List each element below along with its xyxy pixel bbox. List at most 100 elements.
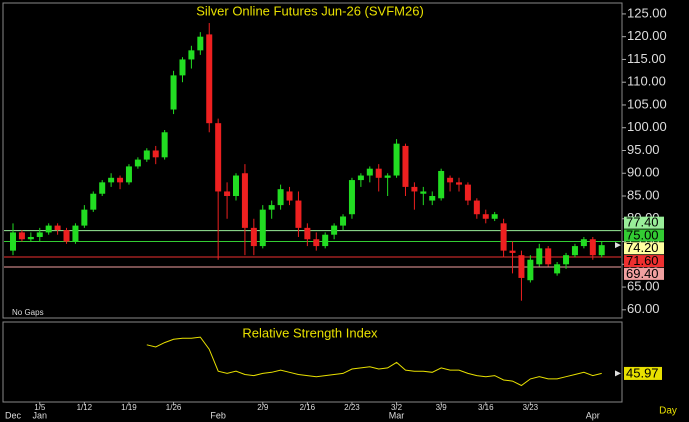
candle-body [527,259,534,281]
candle-body [99,182,106,194]
candle-body [509,250,516,253]
candle-body [366,168,373,176]
candle-body [340,216,347,226]
candle-body [250,227,257,247]
candle-body [134,159,141,167]
month-label: Apr [586,410,600,420]
month-label: Feb [210,410,226,420]
candle-body [491,214,498,219]
candle-body [580,239,587,247]
candle-body [161,132,168,158]
candle-body [108,177,115,183]
level-label-box [624,242,664,255]
candle-body [411,186,418,192]
level-label: 75.00 [626,227,659,242]
candle-body [313,239,320,247]
candle-body [473,200,480,215]
candle-body [447,177,454,183]
x-unit: Day [659,406,677,417]
rsi-line [146,336,602,387]
candle-body [45,225,52,233]
y-tick-label: 85.00 [627,187,660,202]
x-tick-label: 2/23 [344,403,360,412]
y-tick-label: 105.00 [627,96,667,111]
candle-body [438,170,445,199]
candle-body [286,191,293,201]
y-tick-label: 115.00 [627,51,666,66]
candle-body [125,166,132,183]
level-label: 69.40 [626,266,659,281]
candle-body [456,182,462,185]
x-tick-label: 3/9 [436,403,448,412]
candle-body [545,248,552,265]
y-tick-label: 90.00 [627,165,660,180]
candle-body [295,200,302,228]
candle-body [63,230,70,242]
candle-body [81,209,88,226]
x-tick-label: 3/16 [478,403,494,412]
candle-body [464,184,471,201]
candle-body [90,193,97,210]
month-label: Jan [33,410,48,420]
candle-body [348,180,355,215]
candle-body [375,168,382,178]
y-tick-label: 125.00 [627,5,667,20]
x-tick-label: 3/2 [391,403,403,412]
candle-body [197,36,204,51]
indicator-panel [2,321,623,403]
candle-body [233,175,239,197]
y-tick-label: 65.00 [627,278,660,293]
x-tick-label: 1/26 [166,403,182,412]
candle-body [143,150,150,160]
chart-title: Silver Online Futures Jun-26 (SVFM26) [196,3,424,18]
candle-body [304,227,311,240]
level-label-box [624,267,664,280]
candle-body [215,123,222,192]
candle-body [224,191,231,197]
x-tick-label: 1/19 [121,403,137,412]
level-label-box [624,216,664,229]
candle-body [598,245,605,256]
candle-body [536,248,543,265]
rsi-label: 45.97 [626,365,659,380]
candle-body [36,232,43,237]
level-label: 74.20 [626,240,659,255]
indicator-title: Relative Strength Index [242,325,378,340]
candle-body [331,225,338,235]
candle-body [10,232,16,251]
candle-body [429,196,436,201]
candle-body [72,225,79,242]
candle-body [357,175,364,181]
candle-body [27,236,34,240]
y-tick-label: 110.00 [627,74,666,89]
y-tick-label: 120.00 [627,28,667,43]
level-label: 77.40 [626,215,659,230]
level-label-box [624,255,664,268]
x-tick-label: 2/16 [300,403,316,412]
candle-body [241,173,248,228]
candle-body [500,223,507,251]
y-tick-label: 95.00 [627,142,660,157]
gap-note: No Gaps [12,308,44,317]
candle-body [589,239,596,256]
candle-body [322,234,329,247]
candle-body [482,214,489,219]
x-tick-label: 3/23 [523,403,539,412]
candle-body [152,150,159,158]
candle-body [170,75,177,110]
candle-body [393,143,400,176]
rsi-label-box [624,366,662,380]
y-tick-label: 100.00 [627,119,667,134]
candle-body [54,225,61,231]
last-arrow [615,242,621,249]
candle-body [268,205,275,210]
rsi-arrow [615,370,621,377]
candle-body [259,209,266,247]
candle-body [571,246,578,256]
candle-body [420,191,427,194]
candle-body [188,50,195,60]
candle-body [563,255,570,265]
